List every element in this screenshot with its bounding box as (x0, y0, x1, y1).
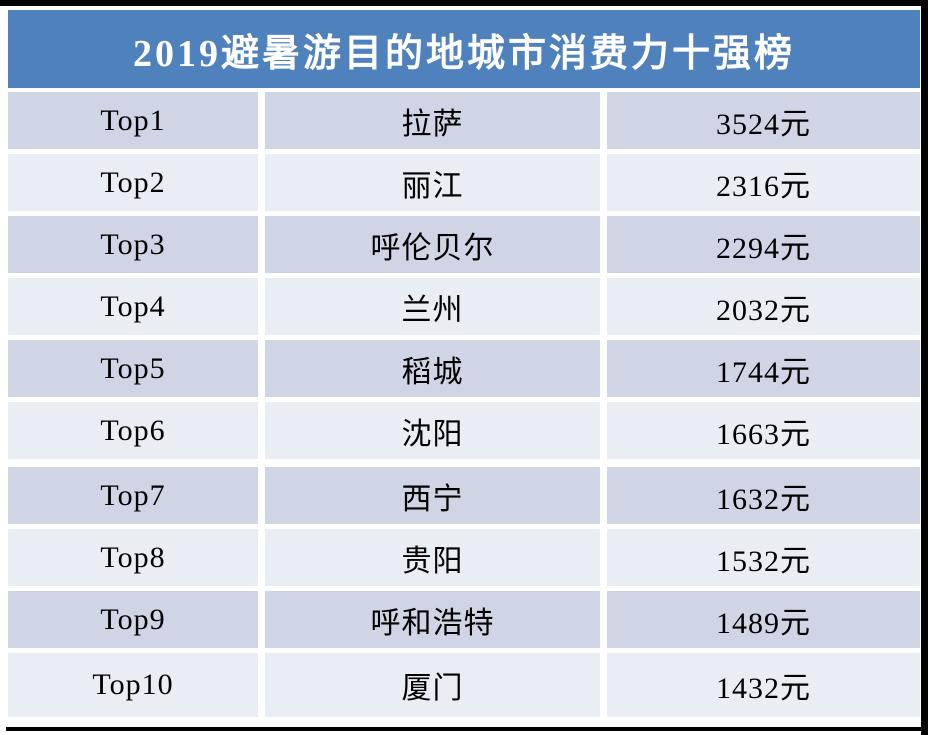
table-row: Top7 西宁 1632元 (8, 467, 920, 524)
cell-rank: Top2 (8, 154, 258, 211)
cell-city: 呼伦贝尔 (265, 216, 600, 273)
table-row: Top10 厦门 1432元 (8, 653, 920, 717)
cell-rank: Top9 (8, 591, 258, 648)
cell-city: 贵阳 (265, 529, 600, 586)
frame-border-right (921, 0, 928, 735)
table-row: Top3 呼伦贝尔 2294元 (8, 216, 920, 273)
table-body: Top1 拉萨 3524元 Top2 丽江 2316元 Top3 呼伦贝尔 2294元 Top4 兰… (8, 92, 920, 717)
table-row: Top2 丽江 2316元 (8, 154, 920, 211)
cell-rank: Top4 (8, 278, 258, 335)
cell-city: 拉萨 (265, 92, 600, 149)
table-row: Top8 贵阳 1532元 (8, 529, 920, 586)
cell-city: 呼和浩特 (265, 591, 600, 648)
cell-price: 1432元 (607, 653, 920, 717)
cell-price: 1532元 (607, 529, 920, 586)
table-row: Top4 兰州 2032元 (8, 278, 920, 335)
cell-city: 沈阳 (265, 402, 600, 459)
cell-price: 2316元 (607, 154, 920, 211)
cell-city: 丽江 (265, 154, 600, 211)
cell-price: 1744元 (607, 340, 920, 397)
cell-price: 3524元 (607, 92, 920, 149)
ranking-table: 2019避暑游目的地城市消费力十强榜 Top1 拉萨 3524元 Top2 丽江 2316… (8, 10, 920, 722)
table-row: Top5 稻城 1744元 (8, 340, 920, 397)
cell-price: 1489元 (607, 591, 920, 648)
cell-price: 2032元 (607, 278, 920, 335)
cell-rank: Top6 (8, 402, 258, 459)
cell-city: 兰州 (265, 278, 600, 335)
cell-rank: Top8 (8, 529, 258, 586)
table-row: Top1 拉萨 3524元 (8, 92, 920, 149)
cell-city: 稻城 (265, 340, 600, 397)
cell-city: 厦门 (265, 653, 600, 717)
frame-border-top (0, 0, 928, 6)
cell-price: 2294元 (607, 216, 920, 273)
table-row: Top6 沈阳 1663元 (8, 402, 920, 459)
cell-city: 西宁 (265, 467, 600, 524)
cell-rank: Top10 (8, 653, 258, 717)
cell-price: 1663元 (607, 402, 920, 459)
cell-rank: Top7 (8, 467, 258, 524)
cell-rank: Top5 (8, 340, 258, 397)
cell-rank: Top3 (8, 216, 258, 273)
cell-price: 1632元 (607, 467, 920, 524)
cell-rank: Top1 (8, 92, 258, 149)
table-row: Top9 呼和浩特 1489元 (8, 591, 920, 648)
table-title: 2019避暑游目的地城市消费力十强榜 (8, 10, 920, 88)
frame-border-bottom (6, 727, 921, 731)
